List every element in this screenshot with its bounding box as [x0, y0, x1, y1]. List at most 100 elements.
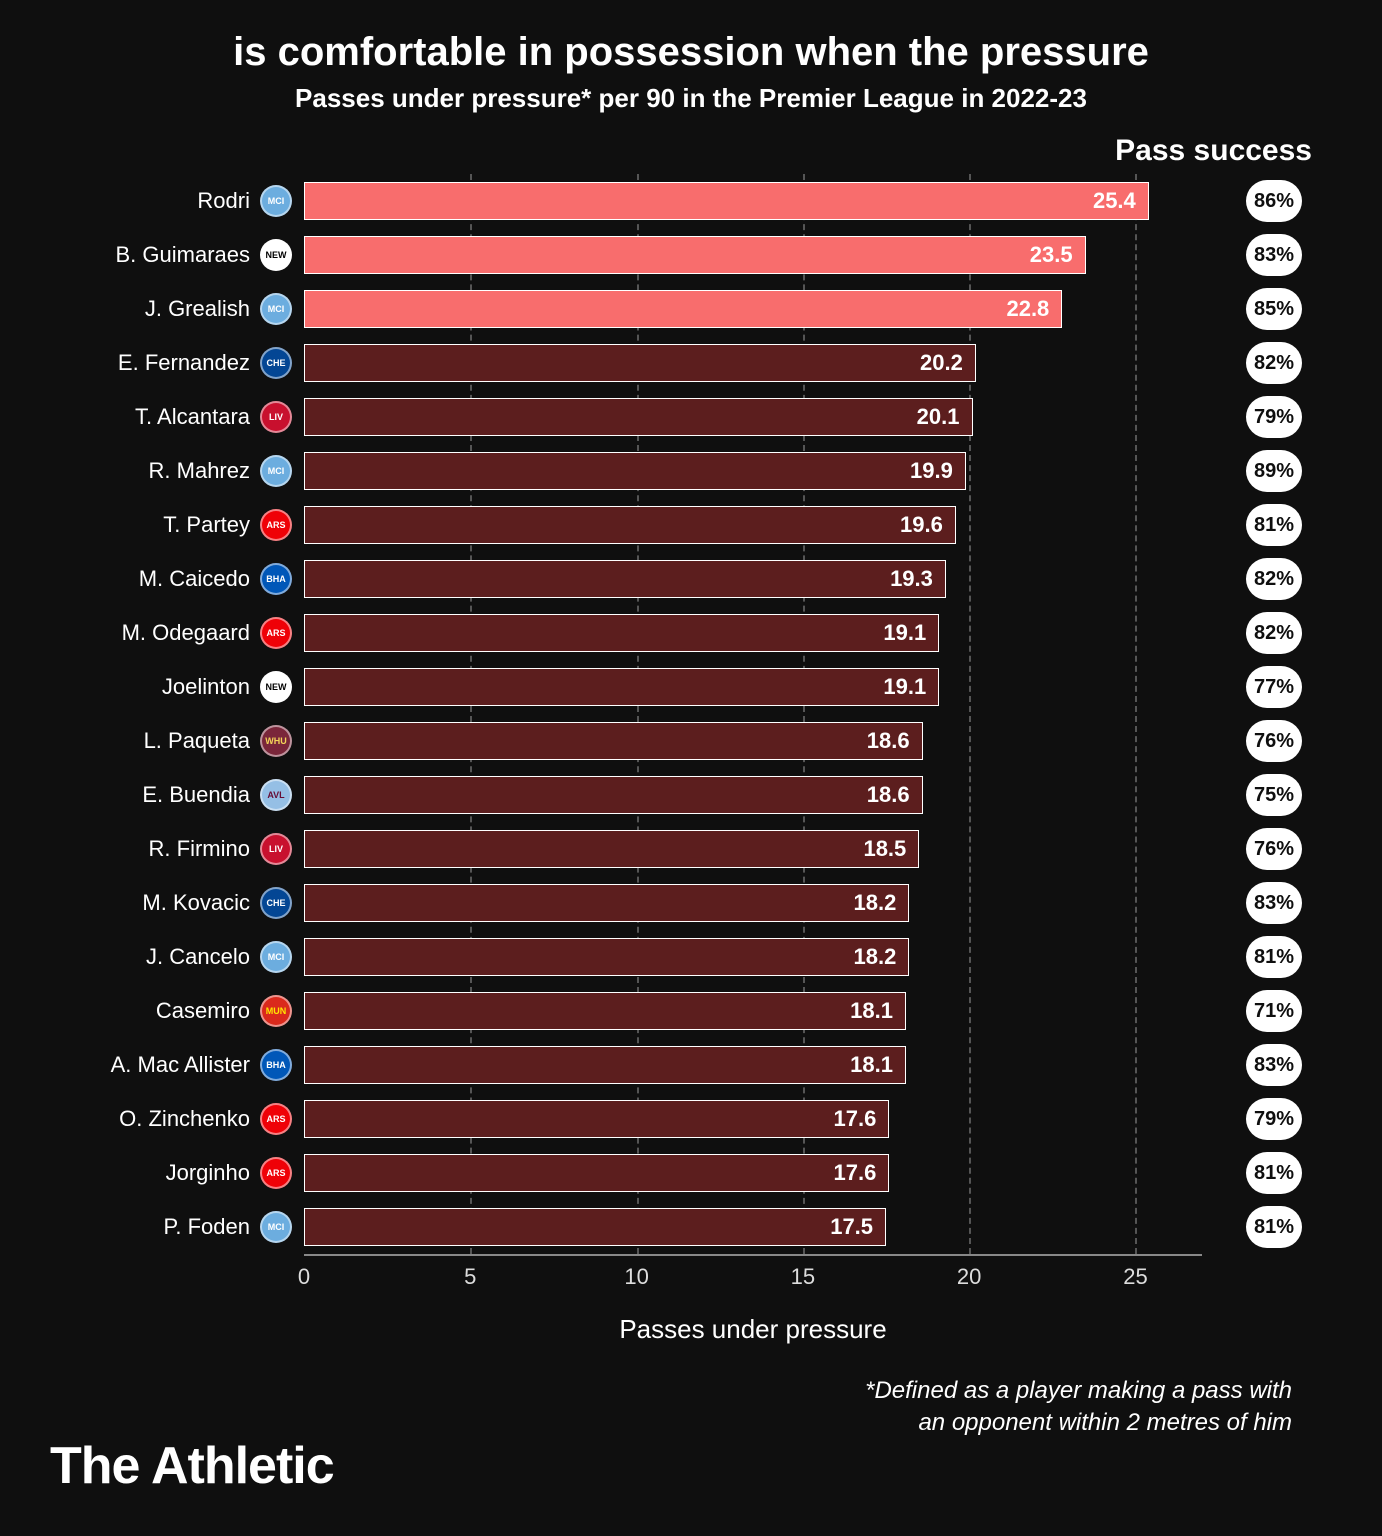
bar-track: 18.5: [304, 830, 1202, 868]
bar-value: 18.2: [853, 944, 896, 970]
player-name: A. Mac Allister: [70, 1052, 260, 1078]
bar: 17.6: [304, 1100, 889, 1138]
bar-track: 18.6: [304, 776, 1202, 814]
player-name: R. Firmino: [70, 836, 260, 862]
club-badge-icon: LIV: [260, 401, 292, 433]
bar-value: 20.2: [920, 350, 963, 376]
bar-value: 19.1: [883, 620, 926, 646]
club-badge-icon: NEW: [260, 671, 292, 703]
chart-title: is comfortable in possession when the pr…: [50, 30, 1332, 75]
pass-success-pill: 85%: [1246, 288, 1302, 330]
player-name: J. Grealish: [70, 296, 260, 322]
bar: 17.5: [304, 1208, 886, 1246]
bar-value: 18.6: [867, 782, 910, 808]
club-badge-icon: CHE: [260, 347, 292, 379]
club-badge-icon: BHA: [260, 1049, 292, 1081]
table-row: P. FodenMCI17.581%: [70, 1200, 1332, 1254]
bar-track: 18.2: [304, 884, 1202, 922]
club-badge-icon: MCI: [260, 1211, 292, 1243]
bar-track: 22.8: [304, 290, 1202, 328]
pass-success-pill: 77%: [1246, 666, 1302, 708]
club-badge-icon: WHU: [260, 725, 292, 757]
table-row: T. ParteyARS19.681%: [70, 498, 1332, 552]
bar: 23.5: [304, 236, 1086, 274]
bar-value: 20.1: [917, 404, 960, 430]
bar: 18.2: [304, 884, 909, 922]
bar: 18.1: [304, 1046, 906, 1084]
bar-track: 17.6: [304, 1100, 1202, 1138]
pass-success-pill: 76%: [1246, 720, 1302, 762]
club-badge-icon: ARS: [260, 1103, 292, 1135]
table-row: M. CaicedoBHA19.382%: [70, 552, 1332, 606]
club-badge-icon: MCI: [260, 455, 292, 487]
bar: 20.1: [304, 398, 973, 436]
table-row: A. Mac AllisterBHA 18.1 83%: [70, 1038, 1332, 1092]
footnote-line-2: an opponent within 2 metres of him: [50, 1407, 1292, 1439]
table-row: L. PaquetaWHU18.676%: [70, 714, 1332, 768]
pass-success-pill: 71%: [1246, 990, 1302, 1032]
x-tick: 15: [791, 1264, 815, 1290]
bar-value: 17.5: [830, 1214, 873, 1240]
pass-success-pill: 81%: [1246, 1206, 1302, 1248]
bar-value: 19.1: [883, 674, 926, 700]
pass-success-pill: 82%: [1246, 612, 1302, 654]
bar: 18.6: [304, 722, 923, 760]
bar-track: 18.6: [304, 722, 1202, 760]
bar: 18.2: [304, 938, 909, 976]
pass-success-pill: 83%: [1246, 882, 1302, 924]
table-row: M. KovacicCHE 18.2 83%: [70, 876, 1332, 930]
table-row: T. AlcantaraLIV20.179%: [70, 390, 1332, 444]
player-name: Rodri: [70, 188, 260, 214]
pass-success-pill: 79%: [1246, 396, 1302, 438]
table-row: J. CanceloMCI18.281%: [70, 930, 1332, 984]
bar: 19.1: [304, 614, 939, 652]
pass-success-pill: 75%: [1246, 774, 1302, 816]
pass-success-pill: 83%: [1246, 234, 1302, 276]
bar: 18.1: [304, 992, 906, 1030]
player-name: E. Buendia: [70, 782, 260, 808]
brand-logo: The Athletic: [50, 1436, 334, 1496]
bar: 17.6: [304, 1154, 889, 1192]
player-name: M. Odegaard: [70, 620, 260, 646]
bar-track: 18.1: [304, 992, 1202, 1030]
player-name: O. Zinchenko: [70, 1106, 260, 1132]
table-row: B. GuimaraesNEW23.583%: [70, 228, 1332, 282]
pass-success-pill: 82%: [1246, 558, 1302, 600]
player-name: E. Fernandez: [70, 350, 260, 376]
player-name: R. Mahrez: [70, 458, 260, 484]
pass-success-pill: 81%: [1246, 936, 1302, 978]
table-row: R. FirminoLIV18.576%: [70, 822, 1332, 876]
club-badge-icon: ARS: [260, 1157, 292, 1189]
bar-value: 18.2: [853, 890, 896, 916]
bar-track: 19.9: [304, 452, 1202, 490]
club-badge-icon: LIV: [260, 833, 292, 865]
pass-success-pill: 81%: [1246, 504, 1302, 546]
bar-track: 23.5: [304, 236, 1202, 274]
table-row: O. ZinchenkoARS17.679%: [70, 1092, 1332, 1146]
bar-value: 19.3: [890, 566, 933, 592]
player-name: M. Caicedo: [70, 566, 260, 592]
chart-container: Pass success RodriMCI25.486%B. Guimaraes…: [70, 144, 1332, 1345]
bar-value: 22.8: [1006, 296, 1049, 322]
bar: 19.9: [304, 452, 966, 490]
table-row: M. OdegaardARS 19.1 82%: [70, 606, 1332, 660]
club-badge-icon: AVL: [260, 779, 292, 811]
bar-track: 19.6: [304, 506, 1202, 544]
bar: 19.3: [304, 560, 946, 598]
pass-success-pill: 83%: [1246, 1044, 1302, 1086]
player-name: Jorginho: [70, 1160, 260, 1186]
bar-track: 19.1: [304, 614, 1202, 652]
bar-value: 18.1: [850, 998, 893, 1024]
bar-track: 25.4: [304, 182, 1202, 220]
x-tick: 25: [1123, 1264, 1147, 1290]
player-name: M. Kovacic: [70, 890, 260, 916]
club-badge-icon: ARS: [260, 617, 292, 649]
club-badge-icon: ARS: [260, 509, 292, 541]
footnote-line-1: *Defined as a player making a pass with: [50, 1375, 1292, 1407]
table-row: E. FernandezCHE20.282%: [70, 336, 1332, 390]
table-row: CasemiroMUN18.171%: [70, 984, 1332, 1038]
club-badge-icon: CHE: [260, 887, 292, 919]
bar-track: 19.1: [304, 668, 1202, 706]
bar-track: 18.1: [304, 1046, 1202, 1084]
bar: 19.1: [304, 668, 939, 706]
